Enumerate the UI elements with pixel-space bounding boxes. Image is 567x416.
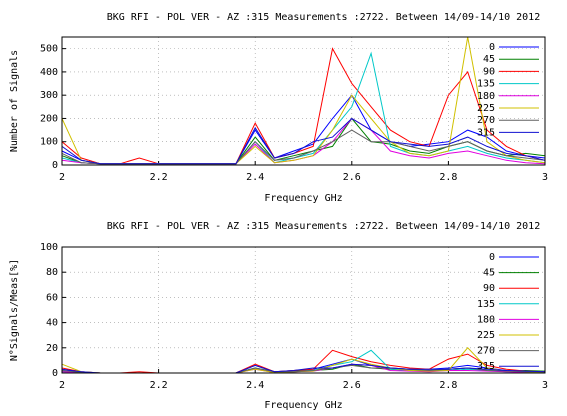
legend-label: 135	[477, 79, 495, 90]
y-tick-label: 80	[46, 267, 58, 278]
legend-label: 90	[483, 283, 495, 294]
x-tick-label: 2.4	[246, 380, 264, 391]
chart-title: BKG RFI - POL VER - AZ :315 Measurements…	[107, 12, 540, 23]
x-tick-label: 2.2	[150, 380, 168, 391]
legend-label: 45	[483, 268, 495, 279]
x-tick-label: 2.6	[343, 172, 361, 183]
y-axis-label: N°Signals/Meas[%]	[9, 259, 20, 361]
x-axis-label: Frequency GHz	[264, 193, 342, 204]
legend-label: 180	[477, 314, 495, 325]
series-line	[61, 117, 546, 165]
series-line	[61, 349, 546, 374]
x-tick-label: 2	[59, 380, 65, 391]
legend-label: 270	[477, 346, 495, 357]
x-tick-label: 3	[542, 380, 548, 391]
y-tick-label: 500	[40, 44, 58, 55]
y-tick-label: 300	[40, 90, 58, 101]
y-tick-label: 60	[46, 292, 58, 303]
y-tick-label: 100	[40, 242, 58, 253]
series-line	[61, 36, 546, 165]
series-line	[61, 117, 546, 165]
legend-label: 90	[483, 66, 495, 77]
x-tick-label: 3	[542, 172, 548, 183]
legend-label: 270	[477, 115, 495, 126]
legend-label: 0	[489, 252, 495, 263]
x-tick-label: 2.6	[343, 380, 361, 391]
y-tick-label: 0	[52, 368, 58, 379]
legend-label: 315	[477, 361, 495, 372]
legend-label: 0	[489, 42, 495, 53]
y-tick-label: 400	[40, 67, 58, 78]
y-tick-label: 40	[46, 318, 58, 329]
series-line	[61, 117, 546, 165]
legend-label: 180	[477, 91, 495, 102]
x-tick-label: 2	[59, 172, 65, 183]
series-line	[61, 47, 546, 165]
y-axis-label: Number of Signals	[9, 50, 20, 152]
legend-label: 45	[483, 54, 495, 65]
plot-frame	[61, 246, 546, 374]
legend-label: 225	[477, 330, 495, 341]
x-tick-label: 2.8	[439, 380, 457, 391]
y-tick-label: 200	[40, 113, 58, 124]
x-tick-label: 2.4	[246, 172, 264, 183]
x-tick-label: 2.2	[150, 172, 168, 183]
x-axis-label: Frequency GHz	[264, 400, 342, 411]
series-line	[61, 129, 546, 165]
chart-title: BKG RFI - POL VER - AZ :315 Measurements…	[107, 221, 540, 232]
legend-label: 315	[477, 127, 495, 138]
y-tick-label: 0	[52, 160, 58, 171]
legend-label: 225	[477, 103, 495, 114]
legend-label: 135	[477, 299, 495, 310]
x-tick-label: 2.8	[439, 172, 457, 183]
y-tick-label: 20	[46, 343, 58, 354]
plot-frame	[61, 36, 546, 166]
y-tick-label: 100	[40, 137, 58, 148]
